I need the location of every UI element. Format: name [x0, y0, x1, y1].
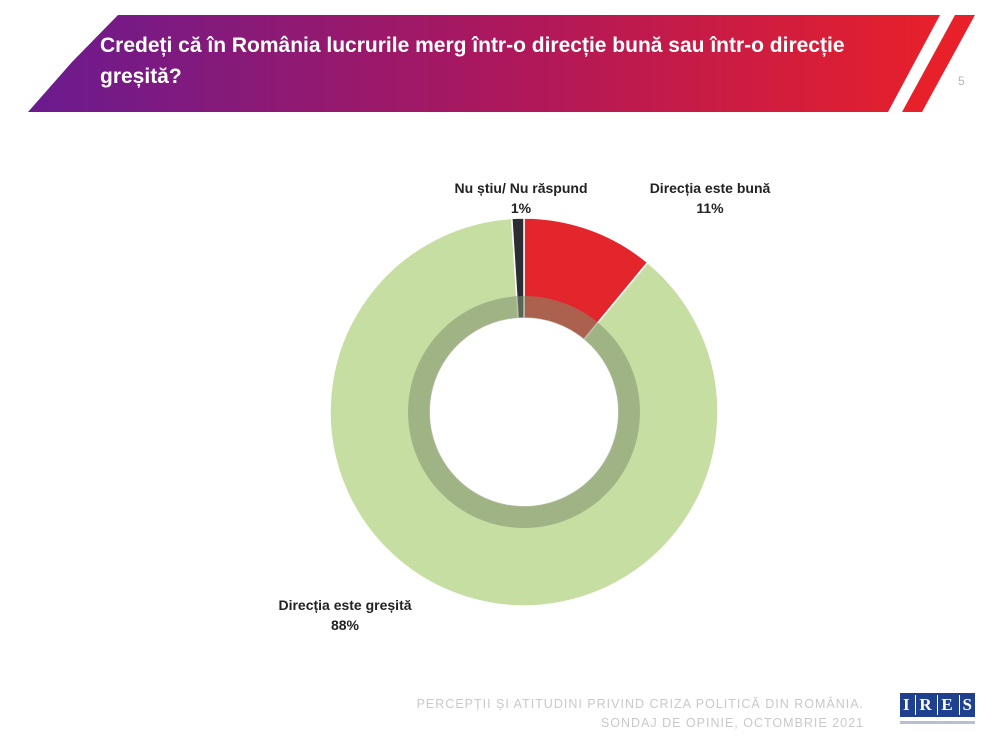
- slice-value-buna: 11%: [696, 200, 724, 216]
- footer-line-1: PERCEPȚII ȘI ATITUDINI PRIVIND CRIZA POL…: [417, 695, 864, 714]
- slice-label-buna: Direcția este bună: [650, 180, 771, 196]
- ires-logo: I R E S: [900, 693, 975, 727]
- donut-hole: [430, 318, 618, 506]
- logo-letter: R: [915, 695, 931, 715]
- footer-text: PERCEPȚII ȘI ATITUDINI PRIVIND CRIZA POL…: [417, 695, 864, 733]
- slice-value-gresita: 88%: [331, 617, 360, 633]
- slice-value-nu-stiu: 1%: [511, 200, 532, 216]
- logo-letter: E: [937, 695, 952, 715]
- logo-letter: I: [903, 695, 910, 715]
- slice-label-gresita: Direcția este greșită: [278, 597, 411, 613]
- logo-underline: [900, 721, 975, 724]
- slice-label-nu-stiu: Nu știu/ Nu răspund: [455, 180, 588, 196]
- footer-line-2: SONDAJ DE OPINIE, OCTOMBRIE 2021: [417, 714, 864, 733]
- ires-logo-box: I R E S: [900, 693, 975, 717]
- logo-letter: S: [959, 695, 972, 715]
